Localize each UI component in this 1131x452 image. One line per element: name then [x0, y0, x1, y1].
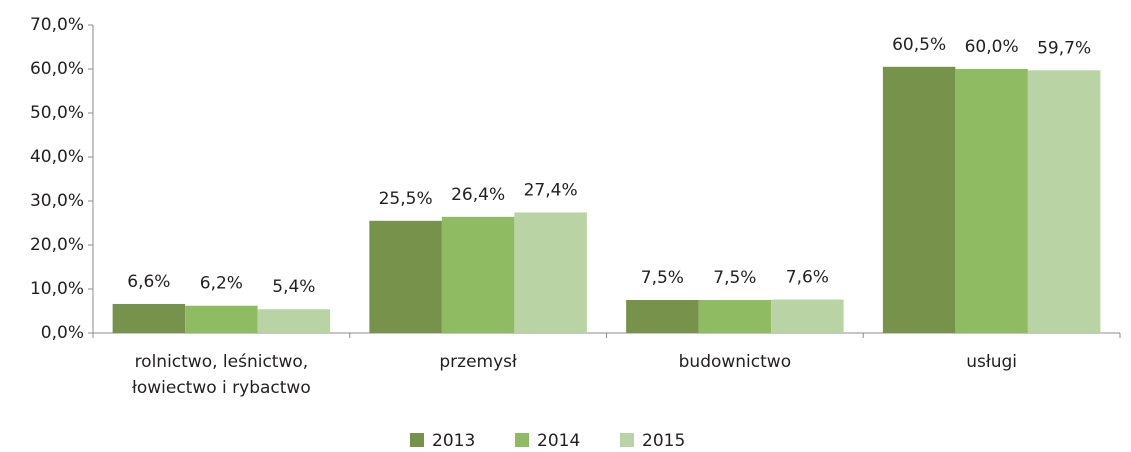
bar	[698, 300, 772, 333]
bar	[771, 299, 844, 333]
bar	[514, 212, 587, 333]
bar	[626, 300, 699, 333]
y-tick-label: 40,0%	[30, 147, 84, 167]
value-label: 26,4%	[451, 185, 505, 205]
y-tick-label: 60,0%	[30, 59, 84, 79]
bar	[185, 305, 258, 333]
x-tick-label: rolnictwo, leśnictwo, łowiectwo i rybact…	[132, 352, 311, 398]
y-tick-label: 10,0%	[30, 279, 84, 299]
bar	[955, 69, 1028, 333]
bar	[257, 309, 331, 333]
value-label: 25,5%	[379, 189, 433, 209]
y-tick-label: 30,0%	[30, 191, 84, 211]
legend-swatch	[515, 433, 529, 447]
legend-label: 2015	[642, 431, 685, 451]
legend-swatch	[620, 433, 634, 447]
y-tick-label: 20,0%	[30, 235, 84, 255]
bar	[882, 66, 956, 334]
bar	[1027, 70, 1101, 333]
x-tick-label: budownictwo	[678, 352, 792, 372]
value-label: 7,6%	[786, 268, 829, 288]
legend-label: 2013	[432, 431, 475, 451]
value-label: 60,5%	[892, 35, 946, 55]
value-label: 7,5%	[641, 268, 684, 288]
value-label: 59,7%	[1037, 38, 1091, 58]
bar	[369, 220, 442, 333]
value-label: 5,4%	[272, 277, 315, 297]
legend-swatch	[410, 433, 424, 447]
value-label: 6,6%	[127, 272, 170, 292]
x-tick-label: przemysł	[439, 352, 517, 372]
y-tick-label: 0,0%	[41, 323, 84, 343]
y-tick-label: 50,0%	[30, 103, 84, 123]
bar	[441, 216, 515, 333]
x-tick-label: usługi	[966, 352, 1017, 372]
bar	[112, 303, 186, 333]
value-label: 6,2%	[200, 274, 243, 294]
value-label: 60,0%	[965, 37, 1019, 57]
y-tick-label: 70,0%	[30, 15, 84, 35]
value-label: 27,4%	[524, 180, 578, 200]
legend-label: 2014	[537, 431, 580, 451]
value-label: 7,5%	[713, 268, 756, 288]
